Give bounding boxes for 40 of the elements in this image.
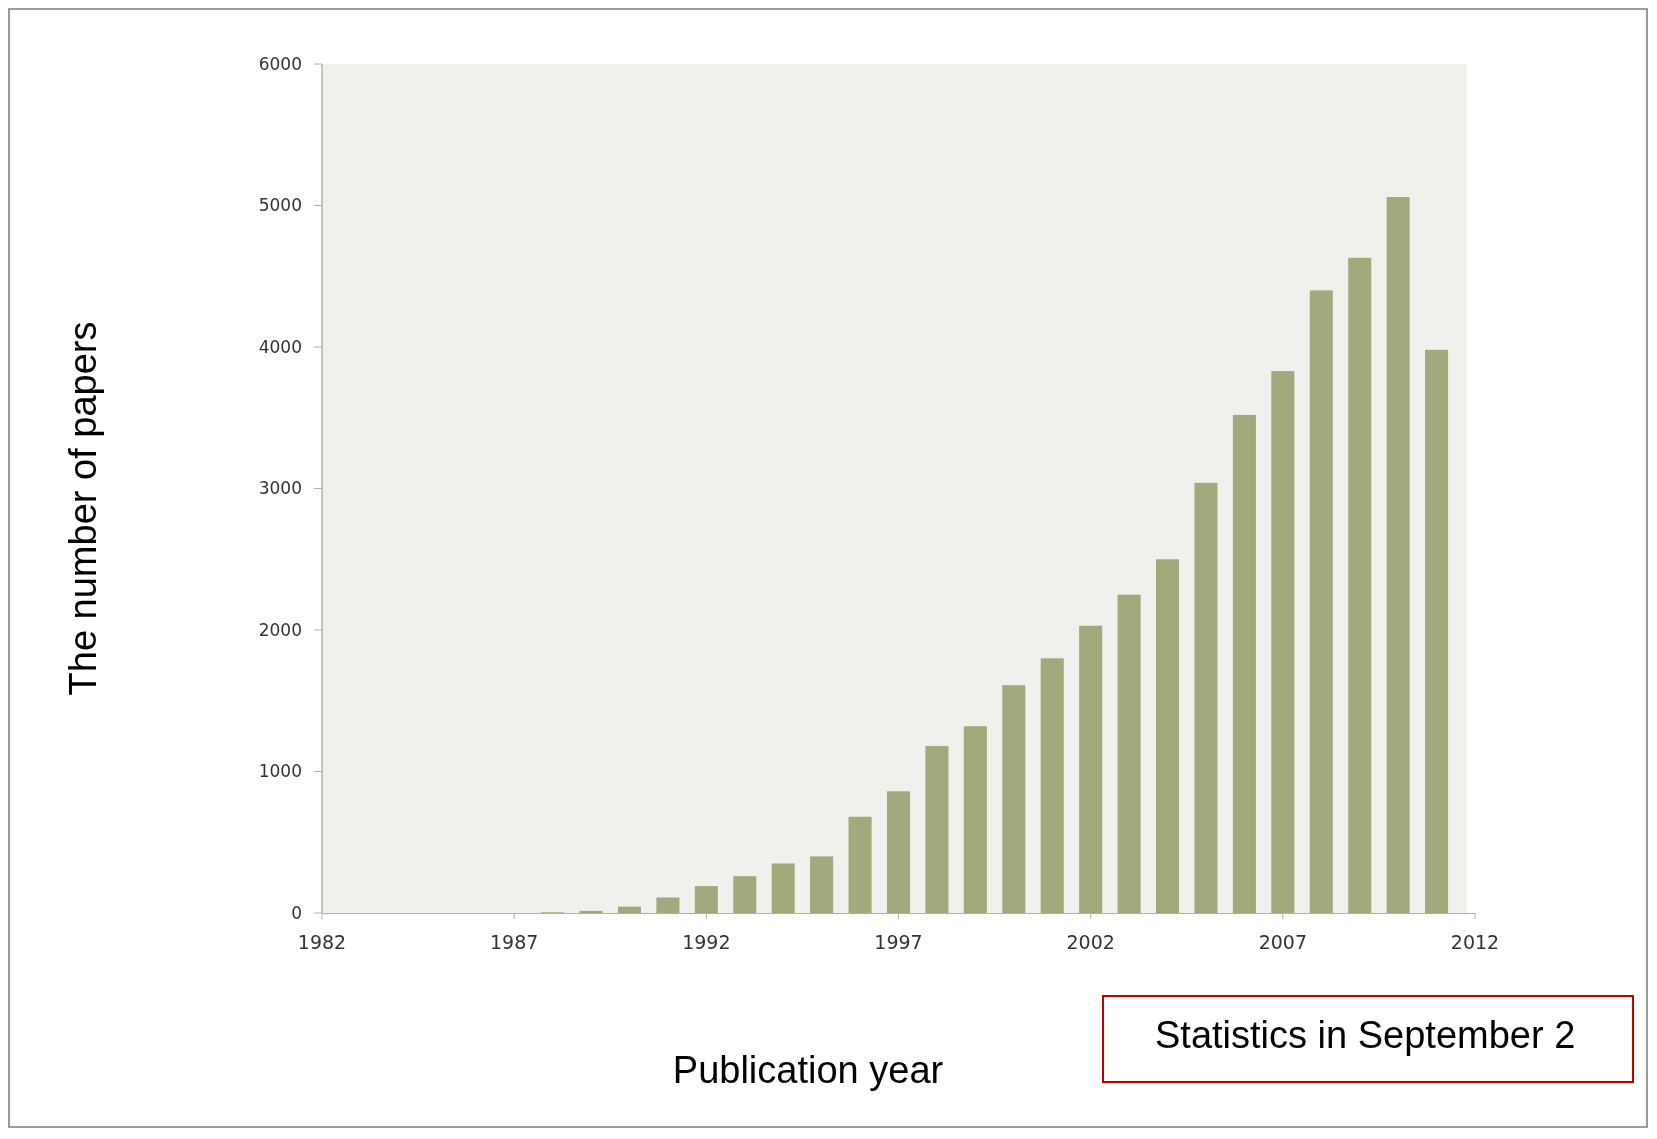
- bar: [1040, 658, 1064, 913]
- bar: [810, 856, 834, 913]
- x-tick-label: 2012: [1450, 931, 1500, 953]
- bar: [694, 886, 718, 913]
- bar: [1386, 197, 1410, 913]
- bar: [1117, 594, 1141, 913]
- bar: [1309, 290, 1333, 913]
- y-tick-label: 4000: [258, 336, 302, 357]
- text: Statistics in September 2: [1155, 1014, 1576, 1056]
- y-tick-label: 1000: [258, 761, 302, 782]
- x-tick-label: 1997: [874, 931, 923, 953]
- x-tick-label: 2002: [1066, 931, 1115, 953]
- x-tick-label: 2007: [1258, 931, 1308, 953]
- bar: [656, 897, 680, 913]
- y-tick-label: 5000: [258, 195, 302, 216]
- y-tick-label: 2000: [258, 619, 302, 640]
- x-tick-label: 1992: [682, 931, 731, 953]
- bar: [1348, 257, 1372, 913]
- x-tick-label: 1982: [297, 931, 347, 953]
- x-tick-label: 1987: [489, 931, 539, 953]
- y-tick-label: 6000: [258, 53, 302, 74]
- bar: [848, 816, 872, 913]
- y-axis-title: The number of papers: [62, 321, 104, 696]
- bar: [886, 791, 911, 913]
- bar: [1002, 685, 1026, 913]
- bar: [733, 876, 757, 913]
- y-tick-label: 0: [291, 902, 302, 923]
- x-axis-title: Publication year: [672, 1049, 944, 1091]
- bar: [579, 910, 603, 913]
- bar: [617, 906, 641, 913]
- bar: [1079, 625, 1103, 913]
- bar: [1194, 482, 1218, 913]
- y-tick-label: 3000: [258, 478, 302, 499]
- bar: [963, 726, 987, 913]
- bar: [1232, 414, 1256, 913]
- bar: [771, 863, 795, 913]
- bar: [1425, 349, 1449, 913]
- bar: [1271, 371, 1295, 913]
- bar: [1156, 559, 1180, 913]
- bar: [925, 746, 949, 913]
